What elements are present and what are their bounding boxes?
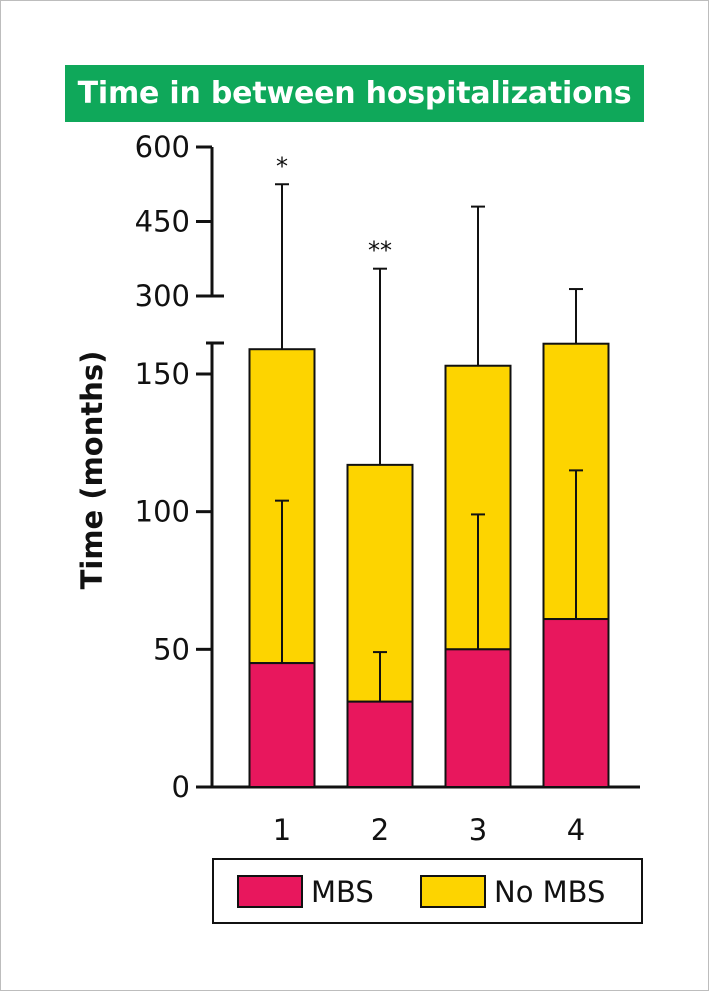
legend-swatch-no-mbs: [420, 875, 486, 908]
significance-markers: ***: [276, 152, 392, 264]
significance-star: *: [276, 152, 288, 180]
legend-label-mbs: MBS: [311, 875, 374, 909]
bar-mbs: [444, 648, 512, 788]
significance-star: **: [368, 237, 392, 265]
y-tick-label: 150: [135, 357, 190, 391]
x-tick-label: 4: [567, 813, 585, 847]
legend-swatch-mbs: [237, 875, 303, 908]
y-tick-label: 300: [135, 279, 190, 313]
y-tick-label: 100: [135, 495, 190, 529]
bars: [248, 342, 610, 789]
x-tick-labels: 1 2 3 4: [273, 813, 585, 847]
error-bars: [275, 183, 583, 702]
y-ticks: 0 50 100 150 300 450 600: [135, 130, 212, 804]
y-axis-title: Time (months): [75, 351, 109, 590]
bar-mbs: [248, 662, 316, 788]
y-tick-label: 600: [135, 130, 190, 164]
bar-mbs: [542, 618, 610, 789]
x-tick-label: 1: [273, 813, 291, 847]
y-tick-label: 450: [135, 205, 190, 239]
y-tick-label: 0: [172, 770, 190, 804]
y-tick-label: 50: [153, 632, 190, 666]
legend-label-no-mbs: No MBS: [494, 875, 605, 909]
bar-mbs: [346, 700, 414, 788]
x-tick-label: 3: [469, 813, 487, 847]
legend: MBS No MBS: [212, 858, 643, 924]
chart-title: Time in between hospitalizations: [65, 65, 644, 122]
x-tick-label: 2: [371, 813, 389, 847]
